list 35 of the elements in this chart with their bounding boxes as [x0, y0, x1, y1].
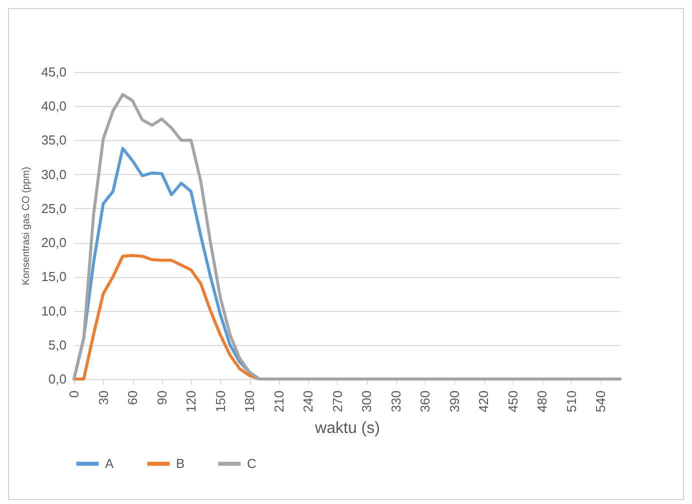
x-tick-label: 330 [388, 390, 404, 412]
legend-label: C [247, 456, 256, 471]
y-tick-label: 30,0 [41, 166, 66, 182]
x-tick-label: 420 [476, 390, 491, 412]
y-tick-label: 35,0 [41, 132, 66, 148]
x-tick-label: 60 [125, 390, 140, 405]
x-tick-label: 90 [154, 390, 170, 405]
y-tick-label: 45,0 [41, 64, 66, 80]
legend-label: A [105, 456, 114, 471]
x-tick-label: 510 [564, 390, 579, 412]
legend-label: B [176, 456, 185, 471]
y-tick-label: 15,0 [41, 269, 66, 284]
y-tick-label: 10,0 [41, 303, 66, 318]
x-tick-label: 450 [505, 390, 520, 412]
y-tick-label: 5,0 [48, 337, 66, 352]
y-axis-title: Konsentrasi gas CO (ppm) [21, 166, 32, 286]
x-tick-label: 0 [66, 390, 82, 398]
x-tick-label: 390 [446, 390, 462, 412]
y-tick-label: 25,0 [41, 200, 66, 216]
x-tick-label: 240 [300, 390, 316, 412]
x-tick-label: 540 [593, 390, 608, 412]
x-axis-title: waktu (s) [314, 420, 380, 438]
y-tick-label: 40,0 [41, 98, 66, 114]
x-tick-label: 270 [330, 390, 345, 412]
x-tick-label: 120 [184, 390, 198, 412]
x-tick-label: 360 [418, 390, 432, 412]
x-tick-label: 150 [212, 390, 228, 412]
x-tick-label: 210 [271, 390, 286, 412]
x-tick-label: 480 [534, 390, 550, 412]
x-tick-label: 180 [242, 390, 257, 412]
x-tick-label: 30 [96, 390, 111, 405]
y-tick-label: 20,0 [41, 235, 66, 250]
x-tick-label: 300 [359, 390, 374, 412]
y-tick-label: 0,0 [48, 372, 66, 386]
line-series [72, 93, 622, 380]
